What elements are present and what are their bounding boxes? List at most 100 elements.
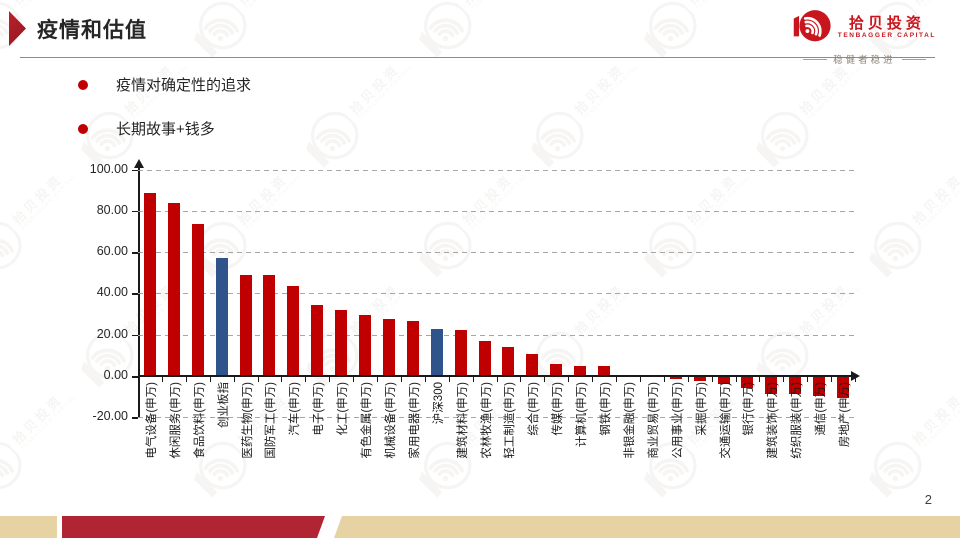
gridline [138,334,855,336]
x-axis-arrow-icon [851,371,860,381]
x-axis-tick [377,377,378,382]
bar-计算机(申万) [574,365,587,375]
bar-银行(申万) [741,377,754,389]
sector-valuation-bar-chart: 100.00 80.00 60.00 40.00 20.00 0.00 -20.00 电气设备… [90,159,868,505]
header-divider [20,57,935,58]
x-axis-tick [520,377,522,382]
x-category-label: 食品饮料(申万) [193,382,206,459]
x-axis-tick [161,377,163,382]
y-tick-label: 40.00 [96,285,128,300]
x-category-label: 交通运输(申万) [719,382,732,459]
y-axis-tick [132,334,138,337]
x-axis-tick [472,377,474,382]
bar-纺织服装(申万) [789,377,802,394]
logo-name-cn: 拾贝投资 [848,15,925,33]
x-axis-tick [568,377,570,382]
page-number: 2 [924,492,932,507]
y-tick-label: -20.00 [92,409,128,424]
x-category-label: 房地产(申万) [839,382,852,448]
x-axis-tick [616,377,617,382]
bar-交通运输(申万) [717,377,730,385]
bullet-item: 疫情对确定性的追求 [78,74,251,95]
bar-国防军工(申万) [263,275,276,375]
x-category-label: 商业贸易(申万) [647,382,660,459]
x-axis-tick [209,377,211,382]
bar-农林牧渔(申万) [478,341,491,375]
title-arrow-icon [9,11,26,46]
x-axis-tick [735,377,737,382]
x-category-label: 银行(申万) [743,382,756,436]
x-axis-tick [639,377,641,382]
x-axis-tick [424,377,426,382]
bar-传媒(申万) [550,363,563,375]
x-category-label: 轻工制造(申万) [504,382,517,459]
x-axis-tick [281,377,283,382]
x-category-label: 建筑材料(申万) [456,382,469,459]
x-axis-tick [185,377,187,382]
x-category-label: 休闲服务(申万) [169,382,182,459]
x-category-label: 传媒(申万) [552,382,565,436]
x-category-label: 医药生物(申万) [241,382,254,459]
x-category-label: 钢铁(申万) [600,382,613,436]
x-axis-tick [855,377,856,382]
x-axis-tick [807,377,809,382]
bar-机械设备(申万) [382,318,395,375]
bar-通信(申万) [813,377,826,396]
x-axis-line [138,375,852,377]
bar-沪深300 [430,328,443,375]
x-axis-tick [592,377,594,382]
x-category-label: 公用事业(申万) [671,382,684,459]
x-axis-tick [329,377,331,382]
bar-汽车(申万) [287,286,300,375]
y-tick-label: 60.00 [96,244,128,259]
y-tick-label: 100.00 [89,161,128,176]
x-axis-tick [305,377,307,382]
company-logo: 拾贝投资 TENBAGGER CAPITAL 稳健者稳进 [793,6,936,66]
bar-轻工制造(申万) [502,347,515,375]
x-axis-tick [233,377,235,382]
x-axis-tick [544,377,546,382]
y-tick-label: 20.00 [96,326,128,341]
bar-电气设备(申万) [143,192,156,375]
y-axis-line [138,166,140,418]
x-category-label: 采掘(申万) [695,382,708,436]
bullet-text: 长期故事+钱多 [116,121,215,138]
bar-建筑装饰(申万) [765,377,778,394]
bar-有色金属(申万) [359,315,372,375]
x-axis-tick [257,377,259,382]
y-axis-tick [132,417,138,419]
y-axis-tick [132,252,138,254]
bar-公用事业(申万) [669,377,682,380]
x-axis-tick [663,377,665,382]
x-category-label: 非银金融(申万) [623,382,636,459]
x-axis-tick [353,377,355,382]
y-tick-label: 0.00 [103,368,128,382]
bullet-dot-icon [78,123,88,134]
bar-电子(申万) [311,304,324,375]
x-category-label: 纺织服装(申万) [791,382,804,459]
x-category-label: 通信(申万) [815,382,828,436]
bullet-item: 长期故事+钱多 [78,118,251,139]
x-category-label: 化工(申万) [337,382,350,436]
x-category-label: 汽车(申万) [289,382,302,436]
y-axis-arrow-icon [134,159,144,168]
bullet-dot-icon [78,79,88,90]
y-tick-label: 80.00 [96,202,128,217]
x-axis-tick [711,377,713,382]
footer-band-tan-right [334,516,960,538]
footer-band-tan-left [0,516,57,538]
logo-slogan: 稳健者稳进 [803,52,926,66]
x-axis-tick [831,377,833,382]
x-axis-tick [783,377,785,382]
bar-医药生物(申万) [239,275,252,375]
logo-name-en: TENBAGGER CAPITAL [837,32,936,40]
bar-采掘(申万) [693,377,706,382]
x-category-label: 农林牧渔(申万) [480,382,493,459]
x-axis-tick [687,377,689,382]
bar-创业板指 [215,257,228,375]
bar-综合(申万) [526,353,539,375]
